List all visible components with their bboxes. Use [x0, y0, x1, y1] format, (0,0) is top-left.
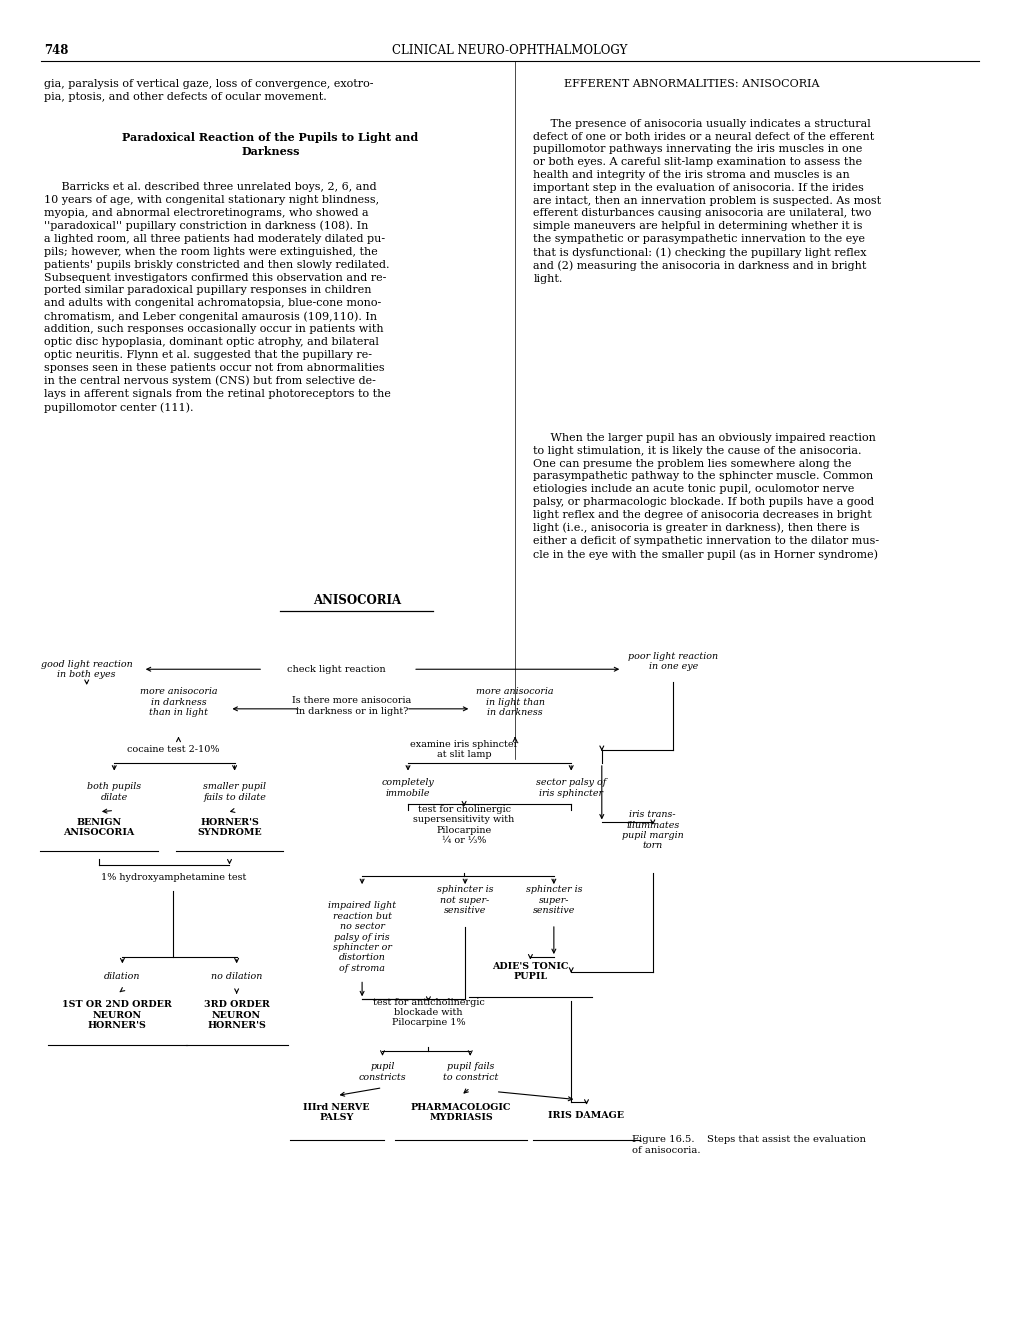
Text: iris trans-
illuminates
pupil margin
torn: iris trans- illuminates pupil margin tor…	[622, 810, 683, 850]
Text: test for cholinergic
supersensitivity with
Pilocarpine
¼ or ⅓%: test for cholinergic supersensitivity wi…	[413, 805, 515, 845]
Text: cocaine test 2-10%: cocaine test 2-10%	[127, 746, 219, 754]
Text: BENIGN
ANISOCORIA: BENIGN ANISOCORIA	[63, 818, 135, 837]
Text: 748: 748	[44, 44, 68, 57]
Text: EFFERENT ABNORMALITIES: ANISOCORIA: EFFERENT ABNORMALITIES: ANISOCORIA	[564, 79, 818, 90]
Text: ADIE'S TONIC
PUPIL: ADIE'S TONIC PUPIL	[492, 962, 568, 981]
Text: ANISOCORIA: ANISOCORIA	[313, 594, 400, 607]
Text: both pupils
dilate: both pupils dilate	[87, 783, 142, 801]
Text: 1% hydroxyamphetamine test: 1% hydroxyamphetamine test	[101, 874, 246, 882]
Text: test for anticholinergic
blockade with
Pilocarpine 1%: test for anticholinergic blockade with P…	[372, 998, 484, 1027]
Text: no dilation: no dilation	[211, 973, 262, 981]
Text: pupil fails
to constrict: pupil fails to constrict	[442, 1063, 497, 1081]
Text: sector palsy of
iris sphincter: sector palsy of iris sphincter	[536, 779, 605, 797]
Text: dilation: dilation	[104, 973, 141, 981]
Text: 3RD ORDER
NEURON
HORNER'S: 3RD ORDER NEURON HORNER'S	[204, 1001, 269, 1030]
Text: HORNER'S
SYNDROME: HORNER'S SYNDROME	[197, 818, 262, 837]
Text: Figure 16.5.    Steps that assist the evaluation
of anisocoria.: Figure 16.5. Steps that assist the evalu…	[632, 1135, 865, 1155]
Text: pupil
constricts: pupil constricts	[359, 1063, 406, 1081]
Text: smaller pupil
fails to dilate: smaller pupil fails to dilate	[203, 783, 266, 801]
Text: Barricks et al. described three unrelated boys, 2, 6, and
10 years of age, with : Barricks et al. described three unrelate…	[44, 182, 390, 413]
Text: sphincter is
not super-
sensitive: sphincter is not super- sensitive	[436, 886, 493, 915]
Text: The presence of anisocoria usually indicates a structural
defect of one or both : The presence of anisocoria usually indic…	[533, 119, 880, 284]
Text: check light reaction: check light reaction	[287, 665, 385, 673]
Text: Paradoxical Reaction of the Pupils to Light and
Darkness: Paradoxical Reaction of the Pupils to Li…	[122, 132, 418, 157]
Text: gia, paralysis of vertical gaze, loss of convergence, exotro-
pia, ptosis, and o: gia, paralysis of vertical gaze, loss of…	[44, 79, 373, 102]
Text: CLINICAL NEURO-OPHTHALMOLOGY: CLINICAL NEURO-OPHTHALMOLOGY	[392, 44, 627, 57]
Text: poor light reaction
in one eye: poor light reaction in one eye	[628, 652, 717, 671]
Text: When the larger pupil has an obviously impaired reaction
to light stimulation, i: When the larger pupil has an obviously i…	[533, 433, 878, 560]
Text: examine iris sphincter
at slit lamp: examine iris sphincter at slit lamp	[410, 741, 518, 759]
Text: good light reaction
in both eyes: good light reaction in both eyes	[41, 660, 132, 678]
Text: 1ST OR 2ND ORDER
NEURON
HORNER'S: 1ST OR 2ND ORDER NEURON HORNER'S	[62, 1001, 172, 1030]
Text: IRIS DAMAGE: IRIS DAMAGE	[548, 1111, 624, 1119]
Text: completely
immobile: completely immobile	[381, 779, 434, 797]
Text: IIIrd NERVE
PALSY: IIIrd NERVE PALSY	[303, 1104, 370, 1122]
Text: PHARMACOLOGIC
MYDRIASIS: PHARMACOLOGIC MYDRIASIS	[411, 1104, 511, 1122]
Text: more anisocoria
in darkness
than in light: more anisocoria in darkness than in ligh…	[140, 688, 217, 717]
Text: sphincter is
super-
sensitive: sphincter is super- sensitive	[525, 886, 582, 915]
Text: impaired light
reaction but
no sector
palsy of iris
sphincter or
distortion
of s: impaired light reaction but no sector pa…	[328, 902, 395, 973]
Text: Is there more anisocoria
in darkness or in light?: Is there more anisocoria in darkness or …	[292, 697, 411, 715]
Text: more anisocoria
in light than
in darkness: more anisocoria in light than in darknes…	[476, 688, 553, 717]
